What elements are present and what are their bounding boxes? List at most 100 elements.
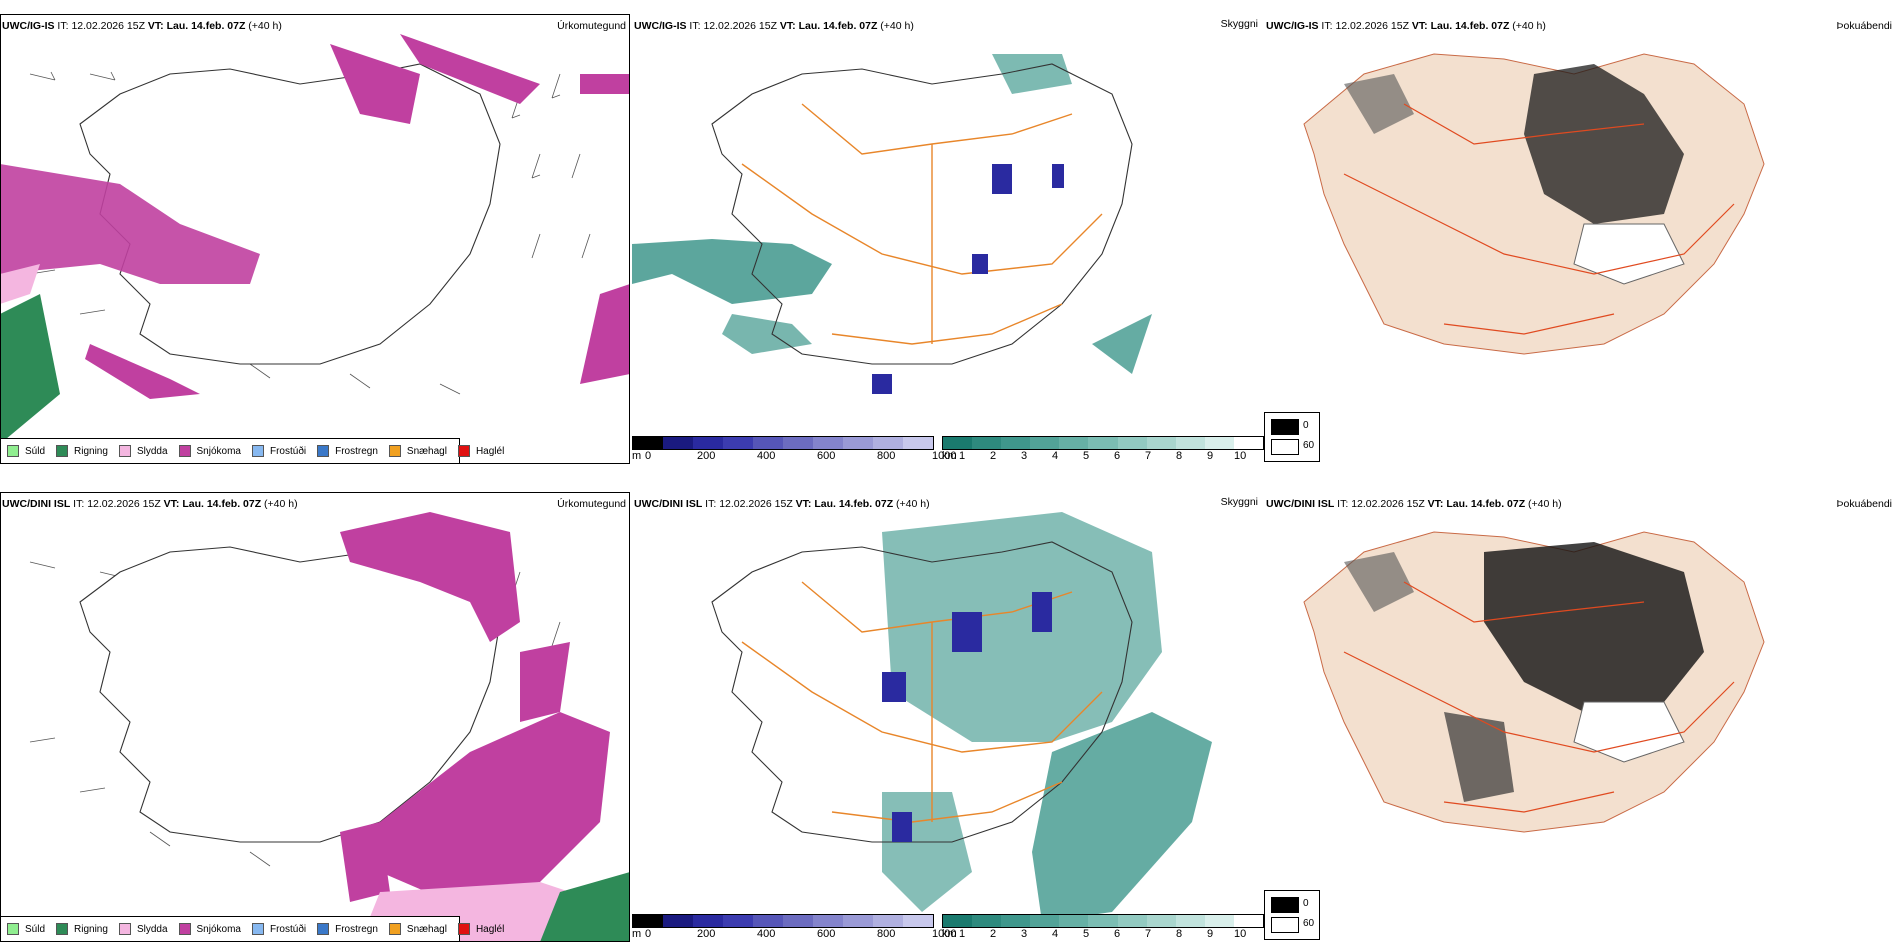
cloud-visibility-map <box>632 54 1152 394</box>
panel-precip-type-row2: UWC/DINI ISL IT: 12.02.2026 15Z VT: Lau.… <box>0 492 630 942</box>
panel-header: UWC/IG-IS IT: 12.02.2026 15Z VT: Lau. 14… <box>634 20 914 32</box>
colorbar-tick: 4 <box>1052 928 1059 940</box>
fog-key-high-swatch <box>1271 897 1299 913</box>
snow-area <box>0 164 260 284</box>
fog-area <box>1444 712 1514 802</box>
fog-key-high-swatch <box>1271 419 1299 435</box>
valid-time: Lau. 14.feb. 07Z <box>182 498 262 510</box>
colorbar-tick: 4 <box>1052 450 1059 462</box>
glacier <box>1573 223 1685 285</box>
low-visibility-area <box>882 792 972 912</box>
colorbar-tick: 0 <box>645 928 652 940</box>
model-name: UWC/DINI ISL <box>2 498 71 510</box>
colorbar-tick: 400 <box>757 450 776 462</box>
colorbar-tick: 600 <box>817 450 836 462</box>
colorbar-tick: 9 <box>1207 450 1214 462</box>
colorbar-tick: 2 <box>990 450 997 462</box>
legend-item: Rigning <box>56 923 108 935</box>
init-time: 12.02.2026 15Z <box>1335 20 1409 32</box>
colorbar-tick: 1000 <box>932 450 957 462</box>
valid-label: VT: <box>1427 498 1444 510</box>
panel-fog-row2: UWC/DINI ISL IT: 12.02.2026 15Z VT: Lau.… <box>1264 492 1900 942</box>
panel-cloud-visibility-row1: UWC/IG-IS IT: 12.02.2026 15Z VT: Lau. 14… <box>632 14 1262 464</box>
panel-header: UWC/DINI ISL IT: 12.02.2026 15Z VT: Lau.… <box>1266 498 1562 510</box>
fog-key-high-label: 0 <box>1303 420 1309 431</box>
snow-area <box>330 44 420 124</box>
fog-key-low-label: 60 <box>1303 918 1315 929</box>
colorbar-tick: 10 <box>1234 450 1247 462</box>
legend-item: Rigning <box>56 445 108 457</box>
colorbar-unit: km <box>942 450 957 462</box>
model-name: UWC/IG-IS <box>634 20 687 32</box>
wind-barbs <box>29 561 561 867</box>
colorbar-tick: 2 <box>990 928 997 940</box>
snow-area <box>340 512 520 642</box>
colorbar-unit: m <box>632 450 642 462</box>
lead-time: (+40 h) <box>1528 498 1562 510</box>
visibility-colorbar <box>942 914 1264 928</box>
fog-map <box>1303 531 1765 833</box>
model-name: UWC/DINI ISL <box>634 498 703 510</box>
valid-label: VT: <box>795 498 812 510</box>
height-colorbar-labels: m 0 200 400 600 800 1000 <box>632 928 956 942</box>
colorbar-unit: m <box>632 928 642 940</box>
lead-time: (+40 h) <box>880 20 914 32</box>
precip-legend: Súld Rigning Slydda Snjókoma Frostúði Fr… <box>0 438 504 464</box>
fog-key: 0 60 <box>1264 412 1320 462</box>
legend-item: Slydda <box>118 923 168 935</box>
panel-title: Þokuábendi <box>1836 20 1892 32</box>
legend-item: Snæhagl <box>388 923 447 935</box>
colorbar-tick: 5 <box>1083 928 1090 940</box>
legend-item: Frostúði <box>251 923 306 935</box>
colorbar-tick: 0 <box>645 450 652 462</box>
colorbar-tick: 800 <box>877 928 896 940</box>
valid-time: Lau. 14.feb. 07Z <box>1446 498 1526 510</box>
colorbar-tick: 800 <box>877 450 896 462</box>
valid-label: VT: <box>163 498 180 510</box>
height-colorbar-labels: m 0 200 400 600 800 1000 <box>632 450 956 464</box>
fog-key-low-label: 60 <box>1303 440 1315 451</box>
roads <box>1343 103 1735 335</box>
colorbar-tick: 600 <box>817 928 836 940</box>
low-cloud-patches <box>872 164 1064 394</box>
init-label: IT: <box>57 20 69 32</box>
rain-area <box>0 294 60 444</box>
roads <box>1343 581 1735 813</box>
panel-header: UWC/IG-IS IT: 12.02.2026 15Z VT: Lau. 14… <box>1266 20 1546 32</box>
colorbar-tick: 8 <box>1176 450 1183 462</box>
colorbar-unit: km <box>942 928 957 940</box>
low-visibility-area <box>882 512 1162 742</box>
panel-title: Úrkomutegund <box>557 498 626 510</box>
valid-time: Lau. 14.feb. 07Z <box>1430 20 1510 32</box>
lead-time: (+40 h) <box>264 498 298 510</box>
panel-title: Skyggni <box>1220 18 1258 30</box>
valid-label: VT: <box>1411 20 1428 32</box>
fog-area <box>1344 552 1414 612</box>
legend-item: Haglél <box>457 923 504 935</box>
fog-map <box>1303 53 1765 355</box>
legend-item: Snjókoma <box>178 445 241 457</box>
colorbar-tick: 3 <box>1021 928 1028 940</box>
panel-title: Þokuábendi <box>1836 498 1892 510</box>
visibility-colorbar-labels: km 1 2 3 4 5 6 7 8 9 10 <box>942 928 1262 942</box>
fog-area <box>1524 64 1684 224</box>
colorbar-tick: 400 <box>757 928 776 940</box>
valid-label: VT: <box>147 20 164 32</box>
low-cloud-patches <box>882 592 1052 842</box>
glacier <box>1573 701 1685 763</box>
low-visibility-area <box>722 314 812 354</box>
rain-area <box>540 872 630 942</box>
colorbar-tick: 7 <box>1145 928 1152 940</box>
legend-item: Frostúði <box>251 445 306 457</box>
colorbar-tick: 10 <box>1234 928 1247 940</box>
panel-precip-type-row1: UWC/IG-IS IT: 12.02.2026 15Z VT: Lau. 14… <box>0 14 630 464</box>
init-label: IT: <box>705 498 717 510</box>
wind-barbs <box>29 71 591 395</box>
visibility-colorbar-labels: km 1 2 3 4 5 6 7 8 9 10 <box>942 450 1262 464</box>
precip-type-map <box>0 34 630 444</box>
legend-item: Snjókoma <box>178 923 241 935</box>
valid-label: VT: <box>779 20 796 32</box>
low-visibility-area <box>632 239 832 304</box>
snow-area <box>580 74 630 94</box>
valid-time: Lau. 14.feb. 07Z <box>798 20 878 32</box>
